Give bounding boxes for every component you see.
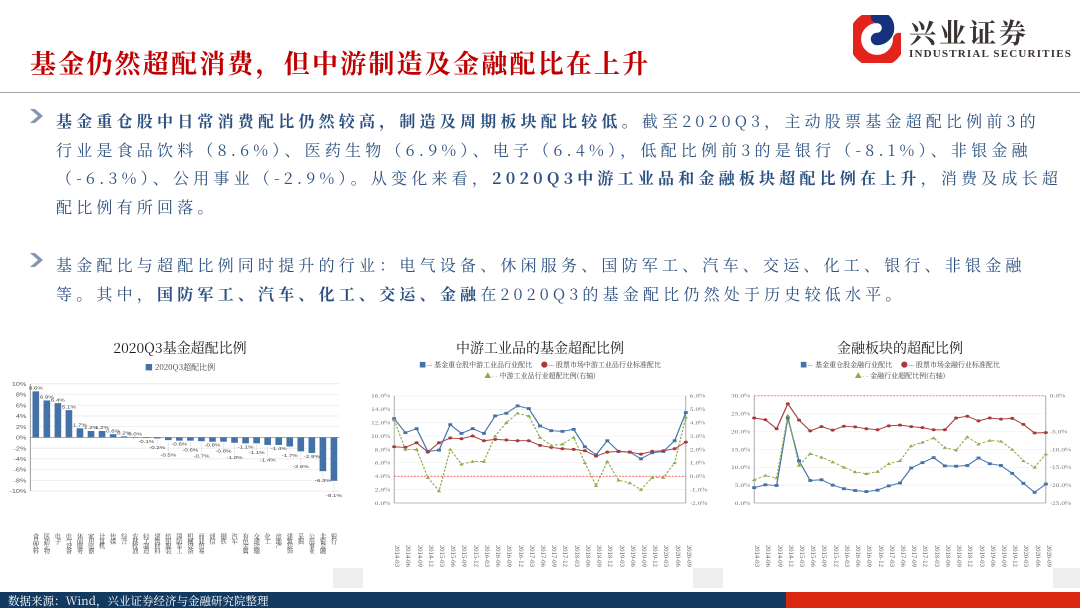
svg-text:2.0%: 2.0%: [690, 445, 706, 453]
svg-text:-10.0%: -10.0%: [1050, 445, 1072, 453]
svg-text:-5.0%: -5.0%: [1050, 428, 1069, 436]
svg-text:6.4%: 6.4%: [51, 398, 65, 403]
svg-text:-0.8%: -0.8%: [216, 449, 232, 454]
svg-text:-0.6%: -0.6%: [182, 448, 198, 453]
svg-text:6.0%: 6.0%: [690, 392, 706, 400]
svg-text:-2.0%: -2.0%: [690, 499, 709, 507]
svg-text:0%: 0%: [16, 435, 27, 441]
svg-text:20.0%: 20.0%: [731, 428, 751, 436]
svg-text:6.0%: 6.0%: [375, 459, 391, 467]
svg-text:3.0%: 3.0%: [690, 432, 706, 440]
svg-text:2%: 2%: [16, 425, 27, 431]
svg-text:-1.4%: -1.4%: [271, 447, 287, 452]
svg-text:25.0%: 25.0%: [731, 410, 751, 418]
svg-text:1.0%: 1.0%: [690, 459, 706, 467]
svg-text:0.0%: 0.0%: [735, 499, 751, 507]
svg-text:0.0%: 0.0%: [690, 472, 706, 480]
svg-text:8.0%: 8.0%: [375, 445, 391, 453]
svg-text:-20.0%: -20.0%: [1050, 481, 1072, 489]
svg-text:-0.7%: -0.7%: [193, 454, 209, 459]
svg-text:-6%: -6%: [13, 468, 26, 474]
svg-text:30.0%: 30.0%: [731, 392, 751, 400]
svg-text:-1.4%: -1.4%: [260, 458, 276, 463]
svg-text:12.0%: 12.0%: [371, 419, 391, 427]
svg-text:0.0%: 0.0%: [375, 499, 391, 507]
svg-text:-0.2%: -0.2%: [149, 446, 165, 451]
svg-text:-2%: -2%: [13, 446, 26, 452]
svg-text:5.1%: 5.1%: [62, 405, 76, 410]
svg-text:-1.0%: -1.0%: [690, 486, 709, 494]
svg-text:-6.3%: -6.3%: [315, 479, 331, 484]
svg-text:-1.7%: -1.7%: [282, 454, 298, 459]
svg-text:16.0%: 16.0%: [371, 392, 391, 400]
svg-text:8%: 8%: [16, 393, 27, 399]
svg-text:-2.9%: -2.9%: [304, 455, 320, 460]
svg-text:-0.1%: -0.1%: [138, 440, 154, 445]
svg-text:-1.1%: -1.1%: [249, 451, 265, 456]
svg-text:10%: 10%: [12, 382, 27, 388]
svg-text:-0.6%: -0.6%: [171, 442, 187, 447]
svg-text:-2.6%: -2.6%: [293, 464, 309, 469]
svg-text:-8%: -8%: [13, 478, 26, 484]
svg-text:2.0%: 2.0%: [375, 486, 391, 494]
svg-text:-4%: -4%: [13, 457, 26, 463]
svg-text:6%: 6%: [16, 403, 27, 409]
svg-text:10.0%: 10.0%: [731, 463, 751, 471]
svg-text:4.0%: 4.0%: [690, 419, 706, 427]
svg-text:14.0%: 14.0%: [371, 405, 391, 413]
svg-text:4%: 4%: [16, 414, 27, 420]
svg-text:15.0%: 15.0%: [731, 445, 751, 453]
svg-text:-1.0%: -1.0%: [227, 456, 243, 461]
svg-text:10.0%: 10.0%: [371, 432, 391, 440]
svg-text:-0.8%: -0.8%: [204, 443, 220, 448]
svg-text:-15.0%: -15.0%: [1050, 463, 1072, 471]
svg-text:5.0%: 5.0%: [690, 405, 706, 413]
svg-text:0.0%: 0.0%: [128, 432, 142, 437]
svg-text:-0.5%: -0.5%: [160, 453, 176, 458]
svg-text:8.6%: 8.6%: [29, 386, 43, 391]
svg-text:5.0%: 5.0%: [735, 481, 751, 489]
svg-text:-10%: -10%: [9, 489, 26, 495]
svg-text:-1.1%: -1.1%: [238, 445, 254, 450]
svg-text:-25.0%: -25.0%: [1050, 499, 1072, 507]
svg-text:0.0%: 0.0%: [1050, 392, 1066, 400]
svg-text:4.0%: 4.0%: [375, 472, 391, 480]
svg-text:-8.1%: -8.1%: [326, 494, 342, 499]
